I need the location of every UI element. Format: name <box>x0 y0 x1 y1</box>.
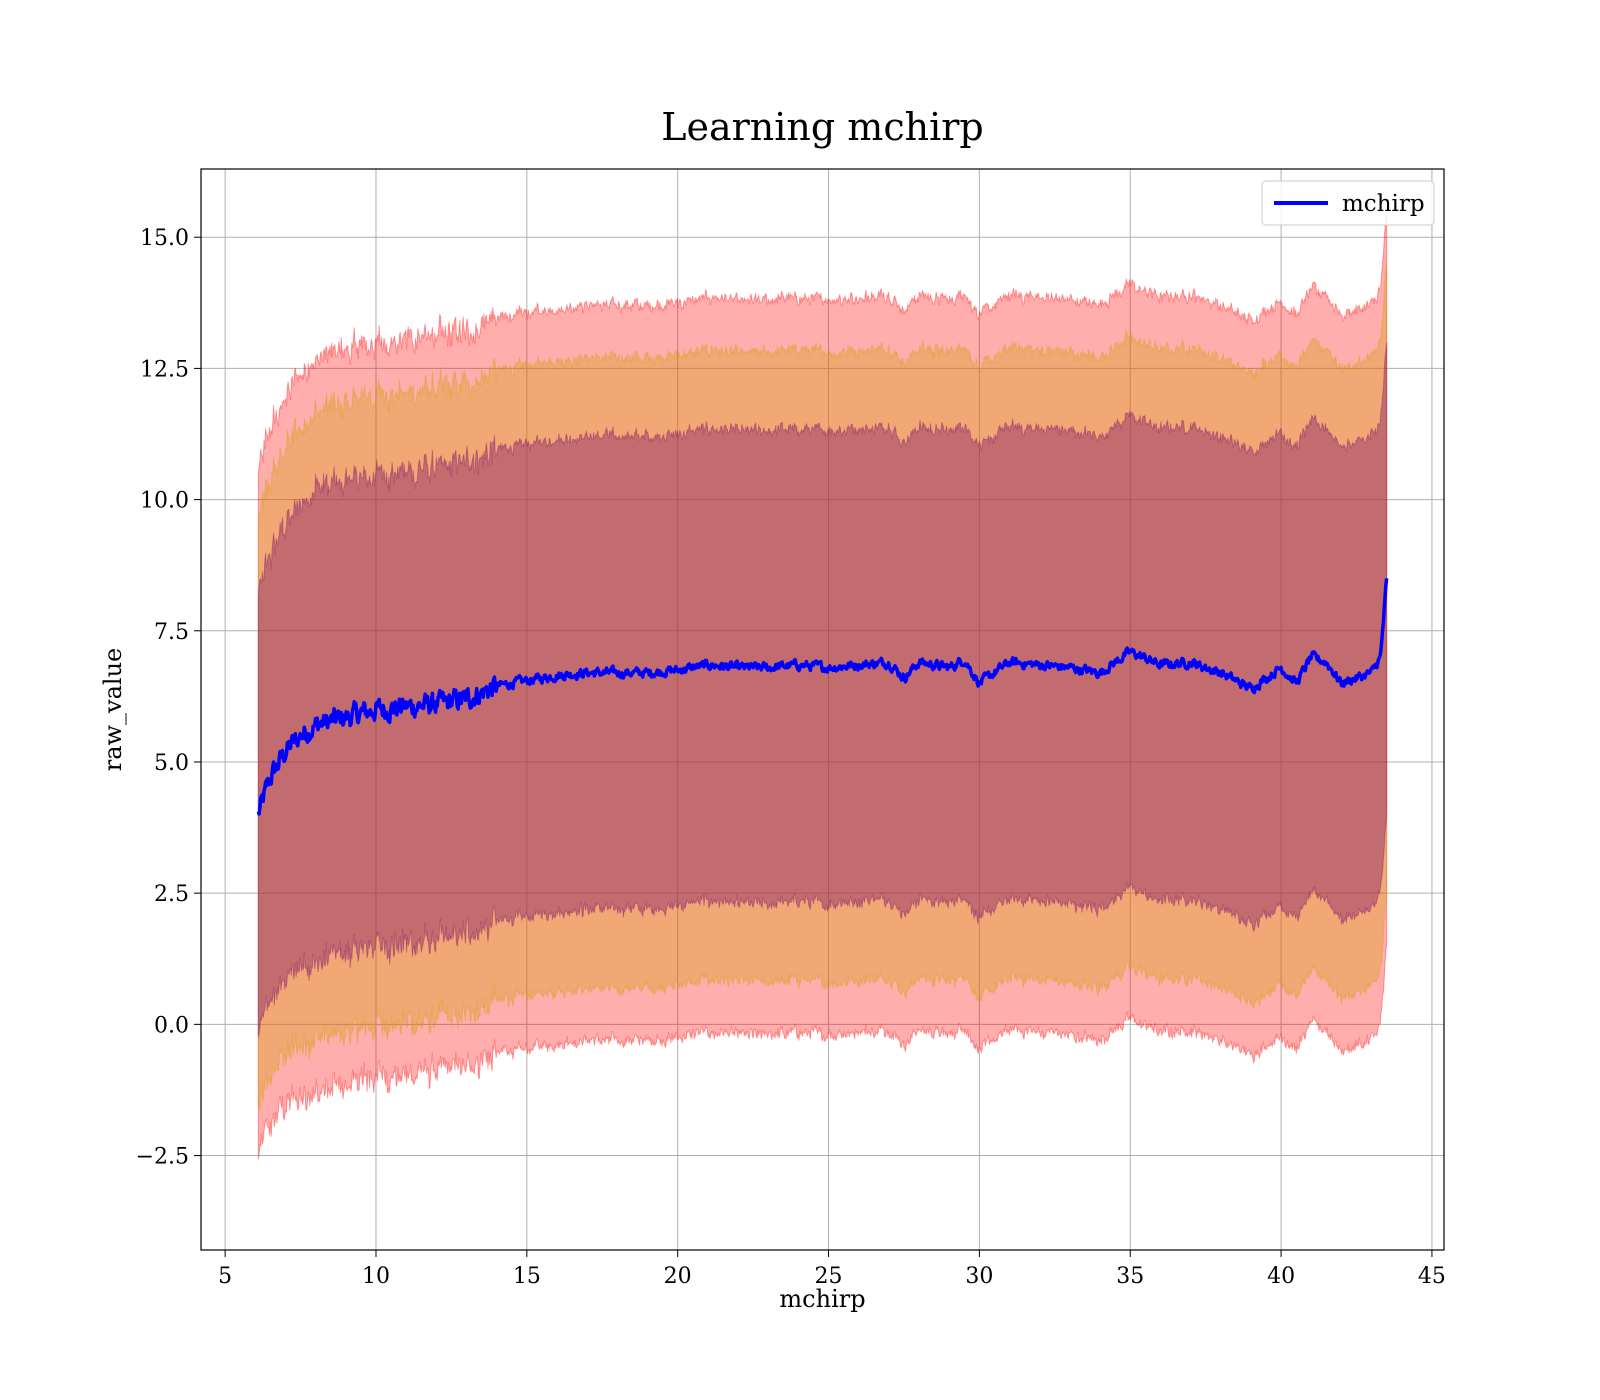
y-tick-label: 2.5 <box>154 882 189 907</box>
y-tick-label: −2.5 <box>136 1145 189 1170</box>
x-tick-label: 15 <box>513 1264 541 1289</box>
x-tick-label: 25 <box>815 1264 843 1289</box>
x-axis-label: mchirp <box>779 1285 865 1313</box>
legend: mchirp <box>1261 180 1435 226</box>
plot-frame <box>200 168 1445 1251</box>
y-tick-label: 5.0 <box>154 751 189 776</box>
y-tick-label: 7.5 <box>154 620 189 645</box>
x-tick-label: 20 <box>664 1264 692 1289</box>
x-tick-label: 5 <box>218 1264 232 1289</box>
band-middle <box>257 261 1388 1111</box>
grid <box>201 169 1444 1250</box>
x-tick-label: 30 <box>965 1264 993 1289</box>
x-tick-label: 35 <box>1116 1264 1144 1289</box>
y-axis-label: raw_value <box>99 648 127 772</box>
band-inner <box>257 342 1388 1038</box>
legend-box <box>1261 180 1435 226</box>
y-tick-label: 12.5 <box>140 357 189 382</box>
uncertainty-bands <box>257 211 1388 1160</box>
x-tick-label: 40 <box>1267 1264 1295 1289</box>
band-outer <box>257 211 1388 1160</box>
y-tick-label: 0.0 <box>154 1013 189 1038</box>
chart-title: Learning mchirp <box>661 105 983 149</box>
x-tick-label: 10 <box>362 1264 390 1289</box>
x-tick-label: 45 <box>1418 1264 1446 1289</box>
y-tick-label: 10.0 <box>140 489 189 514</box>
axis-ticks: 5 10 15 20 25 30 35 40 45 −2.5 0.0 2.5 5.0 7.5 10.0 12.… <box>136 226 1446 1289</box>
series-line-layer <box>256 578 1389 816</box>
series-line-mchirp <box>256 578 1389 816</box>
legend-label-mchirp: mchirp <box>1342 191 1425 217</box>
y-tick-label: 15.0 <box>140 226 189 251</box>
